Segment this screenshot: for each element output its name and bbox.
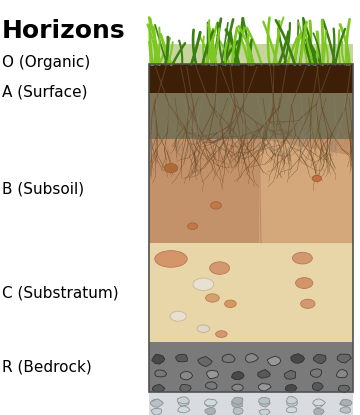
Polygon shape (152, 354, 165, 364)
Ellipse shape (312, 175, 321, 182)
Ellipse shape (206, 294, 219, 302)
Polygon shape (341, 400, 352, 406)
Ellipse shape (155, 251, 187, 267)
Bar (149, 342, 353, 392)
Polygon shape (313, 399, 325, 406)
Polygon shape (258, 398, 269, 404)
Polygon shape (177, 406, 190, 413)
Ellipse shape (301, 299, 315, 308)
Polygon shape (233, 408, 243, 415)
Text: C (Substratum): C (Substratum) (2, 285, 118, 300)
Ellipse shape (216, 331, 227, 337)
Polygon shape (267, 356, 281, 366)
Polygon shape (312, 383, 323, 391)
Polygon shape (314, 354, 326, 364)
Polygon shape (207, 371, 219, 378)
Polygon shape (232, 384, 243, 391)
Text: A (Surface): A (Surface) (2, 85, 87, 100)
Bar (149, 93, 353, 139)
Polygon shape (231, 397, 243, 405)
Polygon shape (338, 385, 350, 393)
Text: B (Subsoil): B (Subsoil) (2, 181, 84, 196)
Polygon shape (178, 399, 189, 406)
Polygon shape (150, 399, 163, 408)
Polygon shape (258, 383, 271, 391)
Polygon shape (260, 400, 270, 407)
Polygon shape (246, 354, 258, 362)
Polygon shape (151, 408, 162, 415)
Polygon shape (151, 399, 162, 406)
Bar (149, 243, 353, 342)
Polygon shape (259, 409, 270, 415)
Polygon shape (286, 407, 296, 413)
Polygon shape (152, 384, 165, 392)
Polygon shape (176, 354, 188, 362)
Polygon shape (337, 354, 351, 363)
Bar (149, 44, 353, 64)
Polygon shape (336, 369, 348, 378)
Polygon shape (284, 370, 296, 379)
Ellipse shape (188, 223, 198, 229)
Polygon shape (259, 139, 353, 243)
Polygon shape (231, 371, 244, 380)
Polygon shape (205, 407, 215, 415)
Polygon shape (177, 397, 189, 404)
Ellipse shape (225, 300, 236, 308)
Polygon shape (339, 400, 352, 407)
Polygon shape (287, 399, 298, 406)
Polygon shape (206, 400, 216, 408)
Polygon shape (206, 382, 217, 389)
Polygon shape (258, 370, 270, 378)
Polygon shape (314, 408, 324, 415)
Polygon shape (314, 400, 323, 408)
Ellipse shape (292, 252, 312, 264)
Bar (149, 64, 353, 392)
Ellipse shape (197, 325, 210, 332)
Text: Horizons: Horizons (2, 19, 125, 43)
Polygon shape (291, 354, 305, 363)
Ellipse shape (193, 278, 214, 290)
Polygon shape (222, 354, 235, 362)
Text: R (Bedrock): R (Bedrock) (2, 360, 91, 375)
Polygon shape (198, 356, 212, 366)
Bar (149, 139, 353, 243)
Ellipse shape (296, 278, 313, 288)
Polygon shape (180, 371, 193, 380)
Ellipse shape (210, 262, 230, 274)
Polygon shape (340, 407, 351, 413)
Bar (149, 64, 353, 93)
Polygon shape (204, 399, 217, 406)
Polygon shape (285, 384, 297, 393)
Polygon shape (231, 401, 242, 408)
Polygon shape (287, 397, 297, 404)
Polygon shape (180, 385, 191, 392)
Ellipse shape (164, 164, 178, 173)
Polygon shape (155, 370, 167, 377)
Ellipse shape (170, 311, 186, 321)
Text: O (Organic): O (Organic) (2, 55, 90, 70)
Polygon shape (310, 369, 322, 378)
Bar (149, 392, 353, 415)
Ellipse shape (211, 202, 221, 209)
